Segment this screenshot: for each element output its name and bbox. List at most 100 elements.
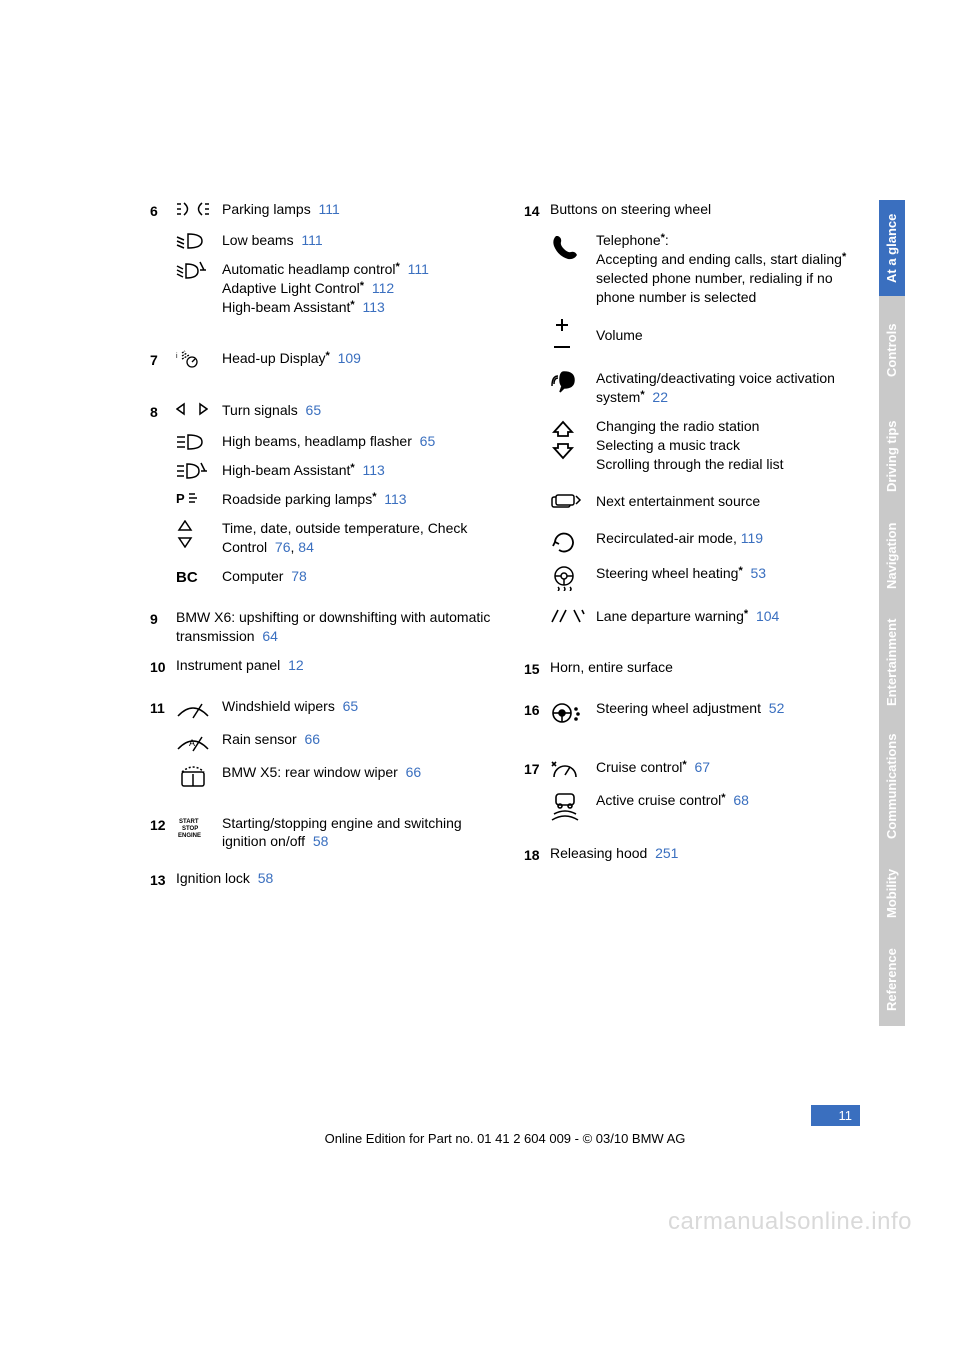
- low-beams-icon: [176, 231, 222, 250]
- label: High-beam Assistant: [222, 462, 350, 478]
- item-number: 16: [524, 699, 550, 720]
- side-tab[interactable]: Entertainment: [879, 604, 905, 720]
- item-10: 10 Instrument panel 12: [150, 656, 496, 677]
- item-8-row1: 8 Turn signals 65: [150, 401, 496, 422]
- label: Turn signals: [222, 402, 298, 418]
- item-number: 8: [150, 401, 176, 422]
- right-column: 14 Buttons on steering wheel Telephone*:…: [524, 200, 870, 900]
- svg-text:i: i: [176, 353, 178, 360]
- page-ref[interactable]: 22: [652, 389, 668, 405]
- item-16: 16 Steering wheel adjustment 52: [524, 699, 870, 726]
- label: Rain sensor: [222, 731, 297, 747]
- volume-icon: [550, 316, 596, 351]
- page-ref[interactable]: 109: [338, 350, 361, 366]
- item-7: 7 i Head-up Display* 109: [150, 349, 496, 370]
- page-ref[interactable]: 113: [362, 462, 384, 478]
- label: Next entertainment source: [596, 493, 760, 509]
- roadside-parking-icon: P: [176, 490, 222, 505]
- label: BMW X5: rear window wiper: [222, 764, 398, 780]
- item-12: 12 STARTSTOPENGINE Starting/stopping eng…: [150, 814, 496, 852]
- label: Starting/stopping engine and switching i…: [222, 815, 462, 850]
- page-ref[interactable]: 104: [756, 608, 779, 624]
- item-14-volume: Volume: [550, 316, 870, 351]
- page-ref[interactable]: 84: [298, 539, 314, 555]
- cruise-control-icon: [550, 758, 596, 781]
- label: Recirculated-air mode,: [596, 530, 741, 546]
- page-ref[interactable]: 53: [751, 565, 767, 581]
- page-number: 11: [811, 1105, 861, 1127]
- svg-text:P: P: [176, 491, 185, 505]
- item-number: 12: [150, 814, 176, 835]
- item-17-row1: 17 Cruise control* 67: [524, 758, 870, 781]
- auto-headlamp-icon: [176, 260, 222, 281]
- page-ref[interactable]: 58: [258, 870, 274, 886]
- label: Adaptive Light Control: [222, 280, 360, 296]
- item-15: 15 Horn, entire surface: [524, 658, 870, 679]
- side-tab[interactable]: At a glance: [879, 200, 905, 296]
- item-11-row2: A Rain sensor 66: [176, 730, 496, 753]
- item-number: 17: [524, 758, 550, 779]
- page-ref[interactable]: 113: [362, 299, 384, 315]
- side-tab[interactable]: Reference: [879, 934, 905, 1026]
- label: Steering wheel adjustment: [596, 700, 761, 716]
- active-cruise-icon: [550, 791, 596, 822]
- page-ref[interactable]: 251: [655, 845, 678, 861]
- svg-text:BC: BC: [176, 569, 198, 584]
- computer-icon: BC: [176, 567, 222, 584]
- rear-wiper-icon: [176, 763, 222, 790]
- item-9: 9 BMW X6: upshifting or downshifting wit…: [150, 608, 496, 646]
- page-ref[interactable]: 52: [769, 700, 785, 716]
- next-source-icon: [550, 492, 596, 511]
- item-number: 14: [524, 200, 550, 221]
- side-tab[interactable]: Mobility: [879, 852, 905, 934]
- page-ref[interactable]: 78: [291, 568, 307, 584]
- label: Scrolling through the redial list: [596, 456, 784, 472]
- item-14-lane-departure: Lane departure warning* 104: [550, 607, 870, 626]
- side-tab[interactable]: Communications: [879, 720, 905, 852]
- item-14-wheel-heat: Steering wheel heating* 53: [550, 564, 870, 591]
- item-14-voice: Activating/deactivating voice activation…: [550, 369, 870, 407]
- page-ref[interactable]: 12: [288, 657, 304, 673]
- item-14-updown: Changing the radio station Selecting a m…: [550, 417, 870, 474]
- page-ref[interactable]: 119: [741, 530, 763, 546]
- side-tab[interactable]: Driving tips: [879, 404, 905, 508]
- page-ref[interactable]: 66: [304, 731, 320, 747]
- item-8-row2: High beams, headlamp flasher 65: [176, 432, 496, 451]
- label: Time, date, outside temperature, Check C…: [222, 520, 467, 555]
- page-ref[interactable]: 65: [343, 698, 359, 714]
- left-column: 6 Parking lamps 111 Low beams 111 Automa…: [150, 200, 496, 900]
- page-ref[interactable]: 68: [733, 792, 749, 808]
- label: Lane departure warning: [596, 608, 744, 624]
- item-number: 13: [150, 869, 176, 890]
- page-ref[interactable]: 111: [301, 232, 322, 248]
- page-ref[interactable]: 111: [408, 261, 429, 277]
- label: Automatic headlamp control: [222, 261, 396, 277]
- page-ref[interactable]: 111: [318, 201, 339, 217]
- label: Telephone: [596, 232, 661, 248]
- label: Computer: [222, 568, 283, 584]
- item-18: 18 Releasing hood 251: [524, 844, 870, 865]
- page-ref[interactable]: 76: [275, 539, 291, 555]
- item-6-row2: Low beams 111: [176, 231, 496, 250]
- page-ref[interactable]: 112: [372, 280, 394, 296]
- page-ref[interactable]: 113: [384, 491, 406, 507]
- side-tab[interactable]: Controls: [879, 296, 905, 404]
- svg-text:STOP: STOP: [182, 826, 198, 832]
- side-tab[interactable]: Navigation: [879, 508, 905, 604]
- page-ref[interactable]: 65: [306, 402, 322, 418]
- label: High-beam Assistant: [222, 299, 350, 315]
- item-11-row1: 11 Windshield wipers 65: [150, 697, 496, 720]
- item-14-next-source: Next entertainment source: [550, 492, 870, 511]
- page-ref[interactable]: 65: [420, 433, 436, 449]
- wipers-icon: [176, 697, 222, 720]
- page-footer: 11 Online Edition for Part no. 01 41 2 6…: [150, 1105, 860, 1148]
- label: Selecting a music track: [596, 437, 740, 453]
- page-ref[interactable]: 66: [406, 764, 422, 780]
- item-8-row3: High-beam Assistant* 113: [176, 461, 496, 480]
- page-ref[interactable]: 58: [313, 833, 329, 849]
- hud-icon: i: [176, 349, 222, 368]
- side-tabs: At a glanceControlsDriving tipsNavigatio…: [879, 200, 905, 1026]
- item-14-heading: 14 Buttons on steering wheel: [524, 200, 870, 221]
- page-ref[interactable]: 67: [694, 759, 710, 775]
- page-ref[interactable]: 64: [262, 628, 278, 644]
